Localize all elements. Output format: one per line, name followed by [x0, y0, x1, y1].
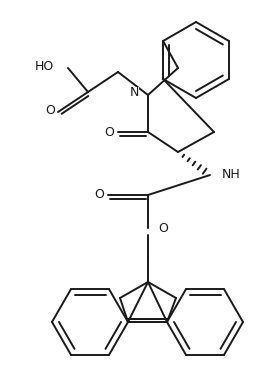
Text: O: O	[158, 222, 168, 234]
Text: O: O	[94, 188, 104, 202]
Text: O: O	[45, 103, 55, 117]
Text: HO: HO	[35, 60, 54, 73]
Text: N: N	[130, 87, 139, 99]
Text: O: O	[104, 126, 114, 138]
Text: NH: NH	[222, 168, 241, 181]
